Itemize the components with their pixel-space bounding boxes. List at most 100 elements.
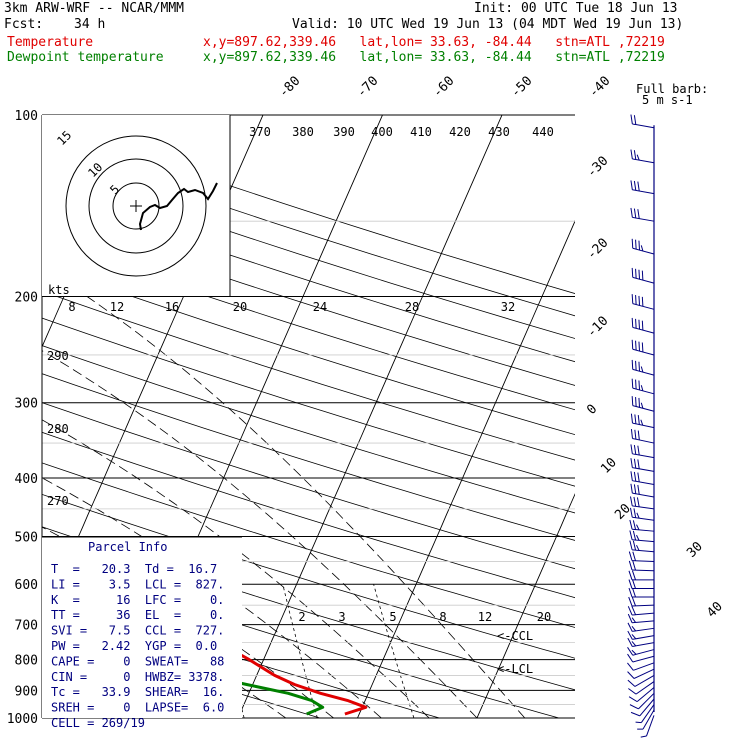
wind-barb-feather [631,626,637,632]
pressure-tick-label: 900 [15,684,38,699]
wind-barb-feather [633,508,637,518]
wind-barb-staff [632,326,655,334]
wind-barb [628,687,655,703]
wind-barb-staff [632,303,655,310]
wind-barb-feather [631,238,634,249]
wind-barb-feather [630,458,633,468]
wind-barb-feather [630,496,633,506]
mixing-ratio-label: 2 [298,610,305,624]
pressure-tick-label: 200 [15,291,38,306]
wind-barb-feather [638,397,641,408]
wind-barb-feather [627,622,633,632]
isotherm-line [716,115,740,718]
parcel-row: TT = 36 EL = 0. [51,608,224,622]
wind-barb-feather [636,534,640,541]
wind-barb [631,267,655,284]
wind-barb-feather [631,634,637,640]
pressure-tick-label: 300 [15,397,38,412]
speed-label: 28 [405,300,419,314]
wind-barb-feather [630,180,633,190]
wind-barb-staff [632,635,655,640]
wind-barb-feather [637,459,640,469]
wind-barb [630,471,655,486]
wind-barb-feather [632,530,637,541]
temperature-location: x,y=897.62,339.46 lat,lon= 33.63, -84.44… [203,35,665,50]
wind-barb-feather [634,414,637,424]
wind-barb-feather [630,711,641,717]
wind-barb-feather [637,484,640,495]
theta-label: 400 [371,125,393,139]
wind-barb-feather [638,295,641,306]
wind-barb-feather [632,570,636,580]
theta-label: 370 [249,125,271,139]
wind-barb-feather [631,378,634,389]
wind-barb-feather [632,579,636,589]
wind-barb-feather [628,587,633,598]
wind-barb [631,339,655,356]
wind-barb-feather [628,570,633,580]
wind-barb-feather [627,630,633,640]
isotherm-line [476,493,575,718]
wind-barb [628,681,655,695]
wind-barb-feather [631,359,634,370]
wind-barb-feather [635,397,637,407]
parcel-row: CAPE = 0 SWEAT= 88 [51,654,224,668]
wind-barb [630,507,655,521]
wind-barb [630,207,655,222]
wind-barb [630,149,655,164]
wind-barb-feather [638,380,641,390]
speed-label: 24 [313,300,327,314]
wind-barb-staff [632,528,655,532]
dewpoint-location: x,y=897.62,339.46 lat,lon= 33.63, -84.44… [203,50,665,65]
wind-barb-feather [627,662,634,671]
wind-barb-feather [631,641,637,647]
wind-barb-feather [638,341,641,352]
wind-barb [627,675,655,687]
wind-barb-feather [638,361,641,372]
wind-barb-feather [631,317,634,328]
wind-barb-feather [640,402,644,409]
wind-barb-staff [632,123,655,129]
wind-barb-staff [642,709,655,730]
init-time: Init: 00 UTC Tue 18 Jun 13 [474,1,678,16]
wind-barb-staff [631,560,655,562]
wind-barb-feather [632,560,636,571]
wind-barb-feather [633,208,637,219]
wind-barb-staff [632,649,655,656]
speed-label: 16 [165,300,179,314]
wind-barb-feather [628,688,637,695]
isotherm-label: 40 [704,599,726,621]
wind-barb-feather [635,379,637,390]
wind-barb-feather [633,115,637,125]
wind-barb-feather [632,587,636,598]
wind-barb-feather [633,484,637,494]
wind-barb-feather [631,596,636,607]
wind-barb-feather [637,209,640,219]
wind-barb [631,294,655,310]
wind-barb-staff [632,655,655,663]
wind-barb-feather [631,396,634,406]
isotherm-label: 10 [598,455,620,477]
wind-barb [628,551,655,562]
theta-label: 420 [449,125,471,139]
wind-barb-feather [630,149,633,159]
mixing-ratio-label: 20 [537,610,551,624]
wind-barb-feather [627,679,636,687]
wind-barb-feather [637,415,640,425]
wind-barb-feather [628,696,638,703]
mixing-ratio-label: 5 [389,610,396,624]
wind-barb-feather [629,519,633,530]
speed-label: 32 [501,300,515,314]
wind-barb [627,622,655,632]
wind-barb [629,692,655,710]
isotherm-label: -60 [430,74,457,101]
wind-barb-feather [630,207,633,218]
mixing-ratio-label: 3 [338,610,345,624]
temperature-legend: Temperature [7,35,94,50]
wind-barb [630,496,655,510]
wind-barb-staff [632,549,655,553]
wind-barb-feather [630,471,633,481]
hodograph-ring [65,135,207,277]
isotherm-label: -80 [276,74,303,101]
wind-barb [627,605,655,616]
